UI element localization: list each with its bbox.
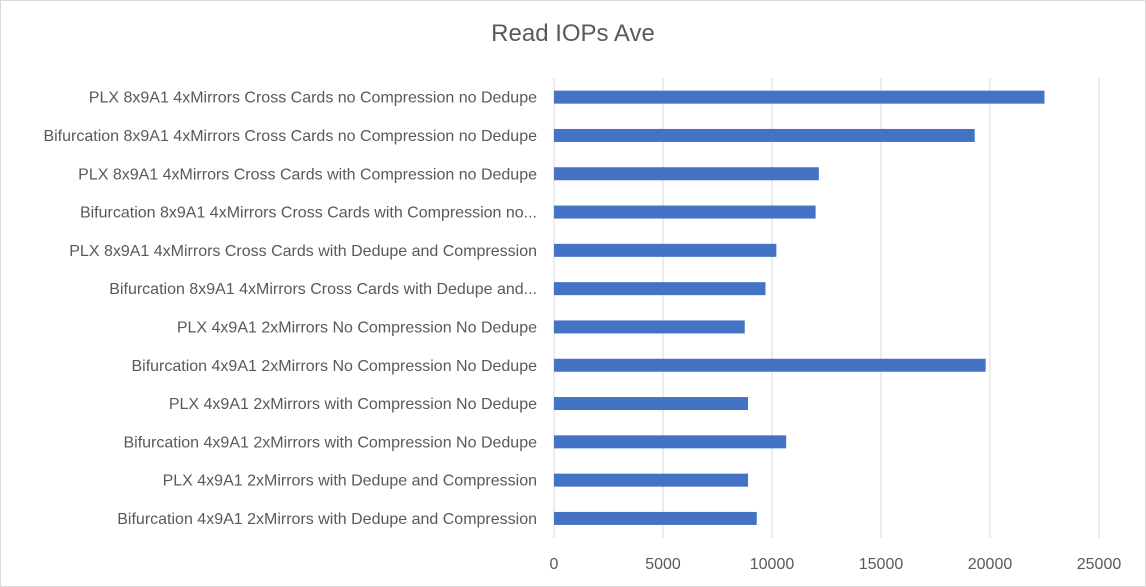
category-label: Bifurcation 8x9A1 4xMirrors Cross Cards … (43, 128, 537, 145)
category-labels: PLX 8x9A1 4xMirrors Cross Cards no Compr… (43, 90, 537, 528)
bar (554, 205, 816, 219)
gridlines (553, 78, 1100, 538)
x-tick-label: 20000 (968, 556, 1013, 573)
category-label: PLX 8x9A1 4xMirrors Cross Cards with Ded… (69, 243, 537, 260)
category-label: Bifurcation 4x9A1 2xMirrors with Dedupe … (117, 511, 537, 528)
x-tick-label: 5000 (645, 556, 681, 573)
category-label: Bifurcation 8x9A1 4xMirrors Cross Cards … (80, 205, 537, 222)
bar (554, 397, 749, 411)
bar (554, 128, 975, 142)
bars (554, 90, 1045, 525)
bar (554, 320, 745, 334)
category-label: PLX 4x9A1 2xMirrors with Dedupe and Comp… (163, 473, 537, 490)
x-tick-labels: 0 5000 10000 15000 20000 25000 (550, 556, 1122, 573)
category-label: PLX 8x9A1 4xMirrors Cross Cards with Com… (78, 166, 537, 183)
bar (554, 358, 986, 372)
bar (554, 282, 766, 296)
bar (554, 167, 819, 181)
category-label: Bifurcation 4x9A1 2xMirrors No Compressi… (131, 358, 537, 375)
category-label: PLX 4x9A1 2xMirrors with Compression No … (169, 396, 537, 413)
category-label: PLX 4x9A1 2xMirrors No Compression No De… (177, 319, 537, 336)
x-tick-label: 15000 (859, 556, 904, 573)
bar (554, 90, 1045, 104)
bar (554, 473, 749, 487)
category-label: Bifurcation 8x9A1 4xMirrors Cross Cards … (109, 281, 537, 298)
bar (554, 243, 777, 257)
chart-title: Read IOPs Ave (491, 20, 655, 47)
category-label: Bifurcation 4x9A1 2xMirrors with Compres… (123, 434, 537, 451)
category-label: PLX 8x9A1 4xMirrors Cross Cards no Compr… (89, 90, 537, 107)
x-tick-label: 0 (550, 556, 559, 573)
x-tick-label: 10000 (750, 556, 795, 573)
bar (554, 511, 757, 525)
bar (554, 435, 787, 449)
x-tick-label: 25000 (1077, 556, 1122, 573)
